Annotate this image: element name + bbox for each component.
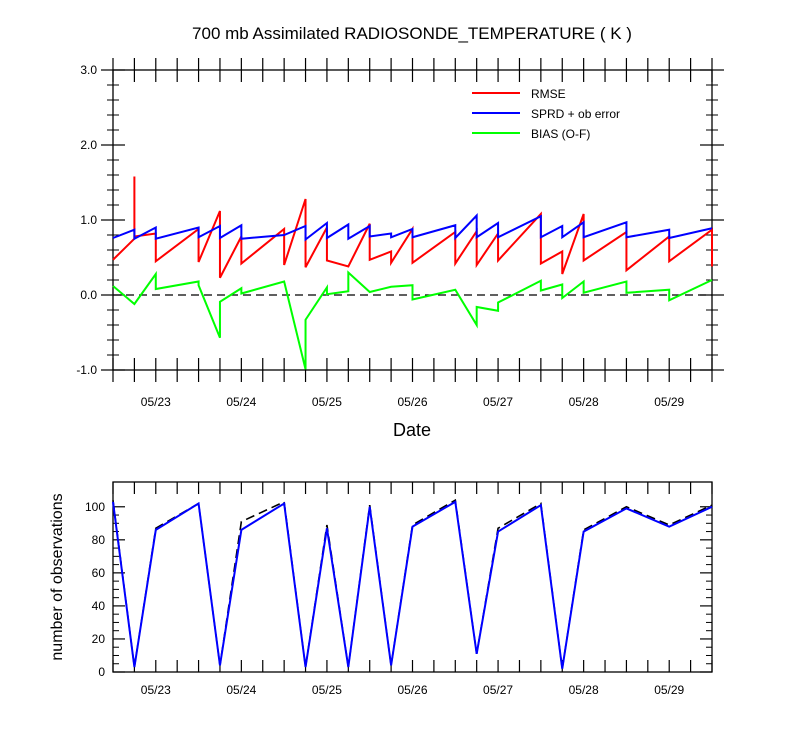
top-x-tick-label: 05/24 <box>226 395 256 409</box>
bottom-x-tick-label: 05/29 <box>654 683 684 697</box>
top-chart-panel: -1.0 0.0 1.0 2.0 3.0 05/23 05/24 05/25 05/26 05/2… <box>76 58 724 409</box>
bottom-y-tick-label: 100 <box>85 500 105 514</box>
top-y-tick-label: 3.0 <box>80 63 97 77</box>
chart-legend: RMSE SPRD + ob error BIAS (O-F) <box>472 87 620 141</box>
top-y-tick-label: 1.0 <box>80 213 97 227</box>
bottom-y-tick-label: 60 <box>92 566 106 580</box>
top-x-tick-label: 05/23 <box>141 395 171 409</box>
top-series-rmse-line <box>112 176 713 279</box>
top-chart-xlabel: Date <box>393 420 431 440</box>
bottom-x-tick-label: 05/25 <box>312 683 342 697</box>
bottom-chart-panel: 0 20 40 60 80 100 05/23 05/24 05/25 05/26 05/27 05/… <box>85 481 713 697</box>
bottom-y-tick-label: 80 <box>92 533 106 547</box>
bottom-x-tick-label: 05/24 <box>226 683 256 697</box>
bottom-x-tick-label: 05/23 <box>141 683 171 697</box>
bottom-y-tick-label: 20 <box>92 632 106 646</box>
top-series-sprd-ob-error-line <box>112 212 713 242</box>
top-x-tick-label: 05/25 <box>312 395 342 409</box>
bottom-y-tick-label: 40 <box>92 599 106 613</box>
top-y-tick-label: 0.0 <box>80 288 97 302</box>
legend-label-bias-o-f: BIAS (O-F) <box>531 127 590 141</box>
bottom-x-tick-label: 05/27 <box>483 683 513 697</box>
bottom-series-solid-line <box>112 500 713 669</box>
top-x-tick-label: 05/29 <box>654 395 684 409</box>
top-series-bias-o-f-line <box>112 270 713 370</box>
top-x-tick-label: 05/27 <box>483 395 513 409</box>
top-y-tick-label: -1.0 <box>76 363 97 377</box>
bottom-x-tick-label: 05/26 <box>397 683 427 697</box>
top-x-tick-label: 05/28 <box>569 395 599 409</box>
bottom-x-tick-label: 05/28 <box>569 683 599 697</box>
bottom-y-tick-label: 0 <box>98 665 105 679</box>
legend-label-rmse: RMSE <box>531 87 566 101</box>
legend-label-sprd-ob-error: SPRD + ob error <box>531 107 620 121</box>
bottom-chart-ylabel: number of observations <box>49 493 66 660</box>
top-chart-title: 700 mb Assimilated RADIOSONDE_TEMPERATUR… <box>192 24 632 43</box>
top-y-tick-label: 2.0 <box>80 138 97 152</box>
top-x-tick-label: 05/26 <box>397 395 427 409</box>
